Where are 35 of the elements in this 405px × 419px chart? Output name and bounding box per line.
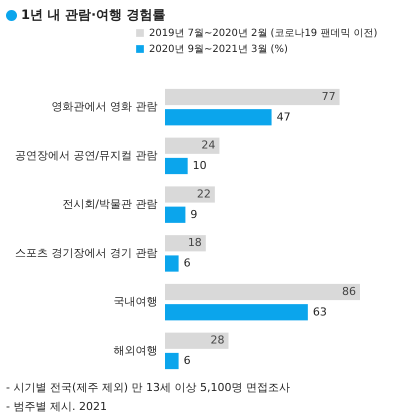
y-tick-label: 국내여행	[114, 295, 158, 308]
bar	[165, 352, 179, 370]
data-label: 9	[190, 208, 198, 221]
bar	[165, 138, 220, 154]
bar	[165, 284, 360, 300]
bar	[165, 186, 215, 203]
data-label: 77	[322, 90, 336, 103]
data-label: 63	[312, 305, 327, 318]
data-label: 22	[196, 187, 211, 200]
chart-title: 1년 내 관람·여행 경험률	[21, 7, 166, 24]
bar	[165, 88, 340, 106]
bar	[165, 332, 228, 349]
y-tick-label: 전시회/박물관 관람	[62, 198, 158, 211]
data-label: 86	[342, 284, 356, 298]
bar	[165, 206, 186, 223]
data-label: 18	[188, 236, 202, 250]
bar	[165, 235, 206, 252]
data-label: 47	[276, 110, 291, 124]
data-label: 6	[184, 354, 191, 368]
bar	[165, 158, 188, 174]
bar	[165, 109, 272, 126]
text: - 범주별 제시. 2021	[6, 399, 108, 415]
data-label: 24	[201, 138, 216, 152]
y-tick-label: 영화관에서 영화 관람	[52, 100, 158, 114]
bar	[165, 255, 179, 272]
data-label: 28	[210, 334, 224, 347]
legend-label: 2020년 9월~2021년 3월 (%)	[149, 44, 288, 55]
y-tick-label: 공연장에서 공연/뮤지컬 관람	[14, 148, 158, 162]
y-tick-label: 해외여행	[114, 344, 158, 357]
text: - 시기별 전국(제주 제외) 만 13세 이상 5,100명 면접조사	[6, 380, 290, 396]
bar	[165, 304, 308, 320]
data-label: 10	[192, 159, 207, 172]
data-label: 6	[184, 256, 191, 270]
y-tick-label: 스포츠 경기장에서 경기 관람	[15, 246, 158, 260]
legend-label: 2019년 7월~2020년 2월 (코로나19 팬데믹 이전)	[149, 28, 378, 39]
